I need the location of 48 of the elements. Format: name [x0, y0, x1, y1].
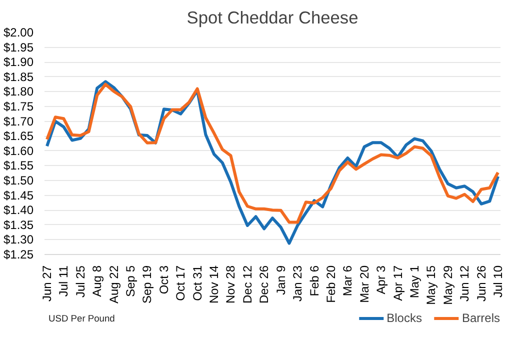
- x-tick-label: Jan 9: [274, 265, 288, 295]
- y-tick-label: $1.35: [3, 218, 34, 232]
- y-tick-label: $1.25: [3, 248, 34, 262]
- x-tick-label: Feb 20: [324, 265, 338, 303]
- x-tick-label: Jan 23: [290, 265, 305, 302]
- x-tick-label: May 29: [440, 265, 455, 305]
- chart-title: Spot Cheddar Cheese: [186, 8, 358, 28]
- y-tick-label: $1.80: [3, 84, 34, 99]
- x-tick-label: Jul 11: [56, 265, 71, 297]
- x-tick-label: Nov 14: [207, 265, 222, 304]
- x-tick-label: Sep 19: [140, 265, 154, 304]
- legend-label: Blocks: [386, 311, 422, 325]
- y-tick-label: $1.60: [3, 144, 34, 158]
- x-tick-label: Aug 22: [106, 265, 121, 304]
- y-tick-label: $1.50: [3, 174, 34, 188]
- y-tick-label: $1.65: [3, 129, 34, 144]
- y-tick-label: $1.30: [3, 232, 34, 247]
- legend-label: Barrels: [462, 311, 500, 325]
- x-tick-label: Feb 6: [307, 265, 322, 296]
- x-tick-label: Mar 6: [340, 265, 355, 296]
- y-tick-label: $1.90: [3, 55, 34, 70]
- y-tick-label: $1.45: [3, 188, 34, 202]
- y-tick-label: $1.85: [3, 70, 34, 84]
- x-tick-label: May 1: [407, 265, 422, 298]
- x-tick-label: Jun 26: [474, 265, 488, 302]
- x-tick-label: Apr 3: [374, 265, 388, 294]
- text: USD Per Pound: [48, 314, 115, 324]
- x-tick-label: Sep 5: [124, 265, 138, 297]
- x-tick-label: Nov 28: [224, 265, 238, 304]
- y-tick-label: $2.00: [3, 26, 34, 40]
- x-tick-label: May 15: [424, 265, 438, 305]
- y-tick-label: $1.95: [3, 40, 34, 54]
- y-tick-label: $1.75: [3, 100, 34, 114]
- x-tick-label: Oct 17: [174, 265, 188, 301]
- x-tick-label: Jul 10: [490, 265, 505, 298]
- y-tick-label: $1.70: [3, 114, 34, 128]
- x-tick-label: Jun 27: [40, 265, 54, 302]
- y-tick-label: $1.55: [3, 158, 34, 173]
- x-tick-label: Apr 17: [390, 265, 405, 301]
- x-tick-label: Dec 26: [257, 265, 272, 304]
- x-tick-label: Oct 3: [156, 265, 171, 294]
- x-tick-label: Dec 12: [240, 265, 254, 304]
- x-tick-label: Jun 12: [458, 265, 472, 302]
- x-tick-label: Mar 20: [357, 265, 372, 303]
- y-tick-label: $1.40: [3, 203, 34, 218]
- x-tick-label: Jul 25: [73, 265, 88, 298]
- x-tick-label: Aug 8: [90, 265, 104, 297]
- x-tick-label: Oct 31: [190, 265, 204, 301]
